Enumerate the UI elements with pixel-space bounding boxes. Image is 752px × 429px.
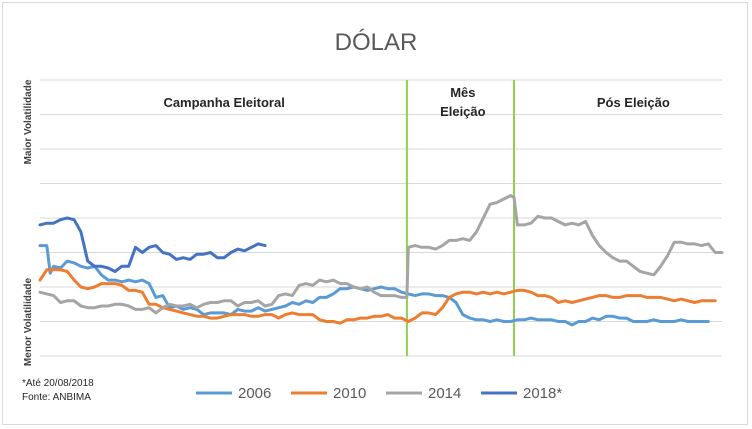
legend: 2006 2010 2014 2018*: [196, 385, 562, 402]
phase-label: Mês: [450, 85, 475, 100]
phase-labels: Campanha Eleitoral Mês Eleição Pós Eleição: [163, 85, 669, 119]
phase-label: Campanha Eleitoral: [163, 95, 284, 110]
phase-label: Pós Eleição: [597, 95, 670, 110]
phase-dividers: [405, 80, 515, 356]
legend-entry: 2014: [428, 385, 461, 402]
footnote-date: *Até 20/08/2018: [22, 378, 94, 389]
series-line-2006: [38, 244, 710, 327]
chart-title: DÓLAR: [335, 29, 418, 56]
series-line-2010: [38, 268, 717, 325]
gridlines: [40, 79, 722, 357]
y-axis-label-bottom: Menor Volatilidade: [23, 277, 34, 366]
series-line-2018: [38, 216, 267, 273]
phase-label: Eleição: [440, 104, 486, 119]
footnote-source: Fonte: ANBIMA: [22, 392, 91, 403]
legend-entry: 2006: [238, 385, 271, 402]
legend-entry: 2010: [333, 385, 366, 402]
series-line-2014: [38, 194, 724, 315]
y-axis-label-top: Maior Volatilidade: [23, 79, 34, 164]
chart-frame: [2, 2, 748, 425]
series-lines: [38, 194, 724, 327]
legend-entry: 2018*: [523, 385, 562, 402]
